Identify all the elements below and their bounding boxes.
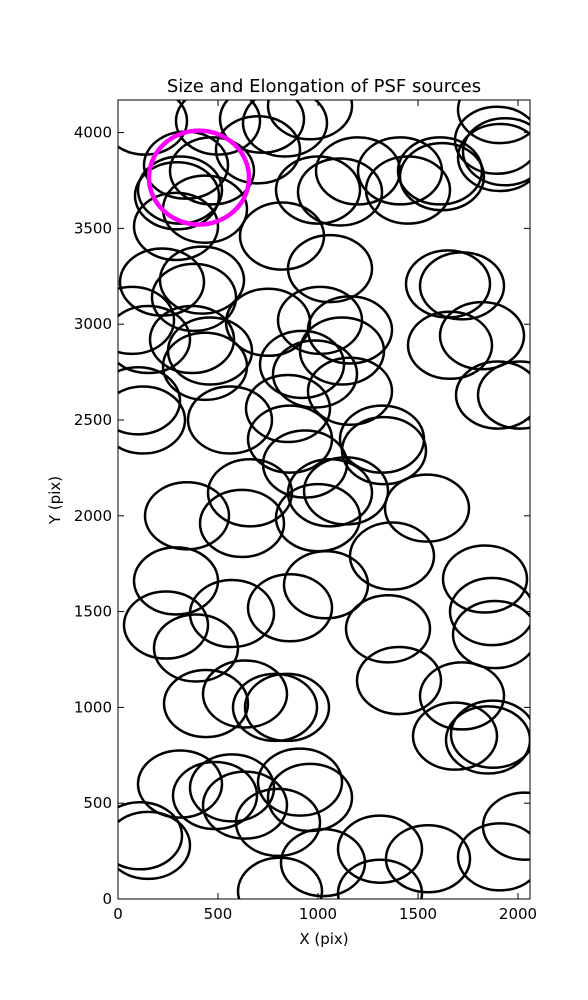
psf-ellipse (150, 262, 238, 333)
y-tick-label: 3500 (74, 219, 112, 237)
psf-ellipse (274, 155, 362, 225)
psf-ellipse (336, 858, 424, 899)
psf-ellipse (218, 100, 306, 154)
psf-ellipse (214, 115, 302, 185)
psf-ellipse (340, 415, 428, 486)
psf-ellipse (454, 360, 530, 430)
psf-ellipse (168, 136, 256, 206)
x-tick-label: 1000 (299, 905, 337, 923)
psf-ellipse (188, 578, 276, 649)
psf-ellipse (271, 339, 359, 409)
psf-ellipse (256, 747, 344, 817)
psf-ellipse (456, 122, 530, 193)
psf-ellipse (246, 572, 334, 643)
psf-ellipse (241, 100, 329, 158)
highlight-circle (146, 128, 252, 227)
psf-ellipse (152, 613, 240, 683)
psf-ellipse (136, 749, 224, 819)
plot-area (118, 100, 530, 899)
y-tick-label: 2000 (74, 507, 112, 525)
psf-ellipse (384, 823, 472, 894)
psf-ellipse (148, 304, 236, 375)
psf-ellipse (243, 672, 331, 743)
psf-ellipse (122, 590, 210, 660)
psf-ellipse (411, 701, 499, 771)
psf-ellipse (118, 800, 184, 871)
psf-ellipse (162, 668, 250, 739)
psf-ellipse (158, 245, 246, 315)
psf-ellipse (438, 300, 526, 371)
psf-ellipse (234, 787, 322, 858)
psf-ellipse (286, 458, 374, 528)
psf-ellipse (186, 385, 274, 455)
psf-ellipse (418, 661, 506, 731)
psf-ellipse (258, 329, 346, 400)
psf-ellipse (406, 310, 494, 381)
y-tick-label: 0 (102, 890, 112, 908)
x-tick-label: 2000 (499, 905, 537, 923)
psf-ellipse (266, 100, 354, 141)
psf-ellipse (201, 659, 289, 729)
psf-ellipse (355, 645, 443, 716)
x-tick-label: 0 (113, 905, 123, 923)
psf-ellipse (118, 366, 182, 436)
psf-ellipse (118, 810, 192, 881)
psf-ellipse (448, 576, 530, 647)
psf-ellipse (118, 285, 176, 356)
y-tick-label: 2500 (74, 411, 112, 429)
psf-ellipse (336, 814, 424, 884)
axes-frame (117, 99, 531, 900)
y-tick-label: 4000 (74, 124, 112, 142)
psf-ellipse (244, 373, 332, 444)
psf-ellipse (456, 100, 530, 145)
psf-ellipse (444, 705, 530, 775)
psf-ellipse (118, 304, 192, 375)
psf-ellipse (118, 385, 187, 455)
psf-ellipse (201, 770, 289, 840)
psf-ellipse (231, 672, 319, 743)
psf-ellipse (481, 791, 530, 861)
x-axis-label: X (pix) (299, 930, 348, 948)
x-tick-label: 500 (204, 905, 233, 923)
psf-ellipse (298, 316, 386, 386)
y-tick-label: 3000 (74, 315, 112, 333)
psf-ellipse (441, 544, 529, 614)
psf-ellipse (476, 360, 530, 430)
y-tick-label: 500 (83, 794, 112, 812)
psf-ellipse (132, 191, 220, 262)
psf-ellipse (282, 549, 370, 620)
psf-ellipse (383, 473, 471, 543)
chart-title: Size and Elongation of PSF sources (167, 76, 481, 97)
psf-ellipse (344, 594, 432, 664)
psf-ellipse (286, 233, 374, 304)
psf-ellipse (453, 105, 530, 176)
psf-ellipse (418, 251, 506, 321)
psf-ellipse (461, 116, 530, 187)
y-tick-label: 1500 (74, 603, 112, 621)
psf-ellipse (174, 100, 262, 156)
psf-ellipse (296, 157, 384, 227)
x-tick-label: 1500 (399, 905, 437, 923)
psf-ellipse (456, 822, 530, 892)
y-tick-label: 1000 (74, 698, 112, 716)
psf-ellipse (133, 161, 221, 231)
psf-ellipse (161, 331, 249, 402)
psf-ellipse (236, 856, 324, 899)
psf-ellipse (198, 488, 286, 559)
psf-ellipse (306, 356, 394, 427)
psf-ellipse (451, 599, 530, 670)
psf-ellipse (449, 699, 530, 769)
psf-ellipse (398, 141, 486, 212)
y-axis-label: Y (pix) (46, 476, 64, 525)
